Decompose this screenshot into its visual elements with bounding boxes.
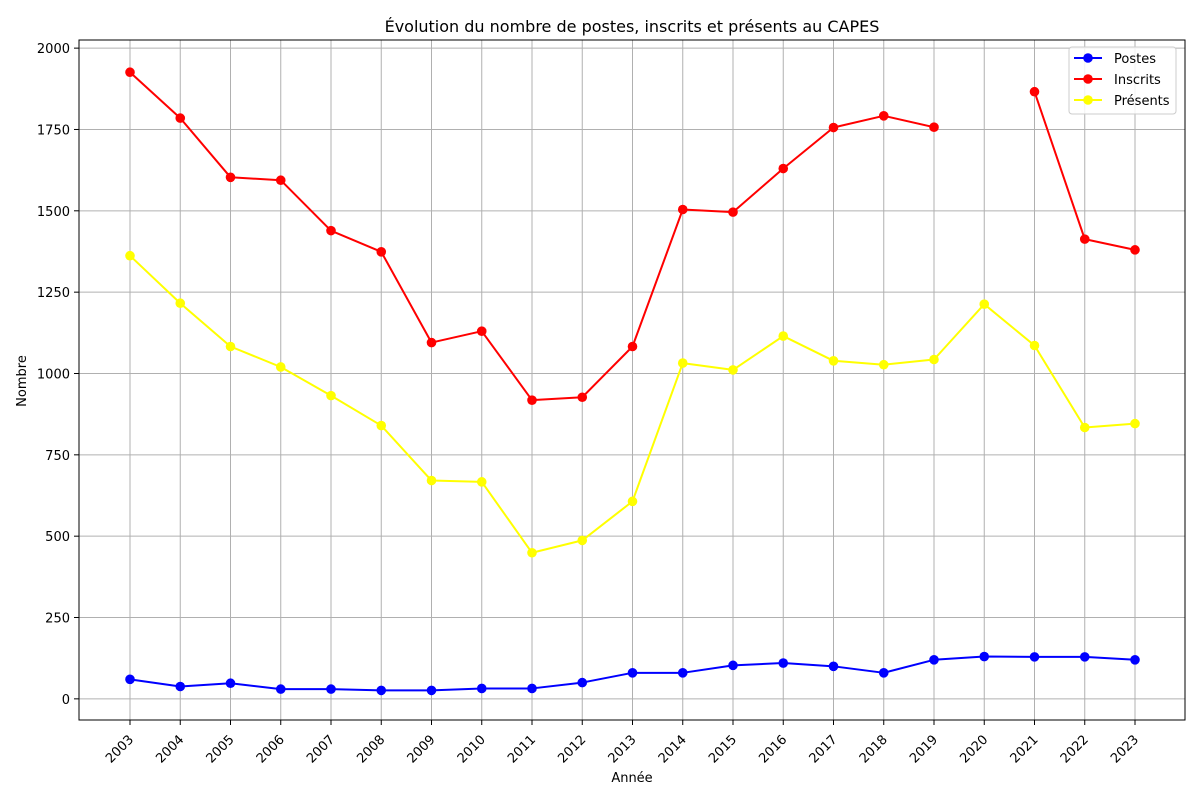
data-point-presents xyxy=(979,299,990,309)
data-point-inscrits xyxy=(778,163,789,174)
y-tick-label: 1000 xyxy=(37,367,70,382)
data-point-postes xyxy=(979,651,990,662)
data-point-inscrits xyxy=(175,113,186,123)
y-tick-label: 750 xyxy=(45,449,70,464)
data-point-inscrits xyxy=(225,172,236,183)
data-point-postes xyxy=(577,677,588,688)
data-point-postes xyxy=(929,655,939,665)
data-point-presents xyxy=(1029,340,1040,351)
data-point-presents xyxy=(929,354,939,365)
y-tick-label: 250 xyxy=(45,612,70,627)
data-point-inscrits xyxy=(326,225,336,236)
series-points xyxy=(125,67,1140,696)
y-tick-label: 1250 xyxy=(37,286,70,301)
data-point-postes xyxy=(225,678,236,689)
data-point-inscrits xyxy=(677,204,688,215)
data-point-presents xyxy=(878,359,889,370)
data-point-postes xyxy=(376,685,387,696)
data-point-presents xyxy=(476,477,487,487)
data-point-presents xyxy=(175,298,186,309)
data-point-postes xyxy=(1029,652,1040,662)
legend-label-inscrits: Inscrits xyxy=(1114,73,1161,88)
data-point-inscrits xyxy=(426,337,437,348)
data-point-postes xyxy=(527,683,537,694)
data-point-inscrits xyxy=(929,122,939,132)
data-point-presents xyxy=(677,358,688,368)
y-tick-label: 2000 xyxy=(37,42,70,57)
data-point-presents xyxy=(577,535,588,546)
data-point-inscrits xyxy=(1130,245,1140,255)
data-point-postes xyxy=(476,683,487,694)
x-axis-label: Année xyxy=(611,771,652,786)
y-tick-label: 500 xyxy=(45,530,70,545)
data-point-presents xyxy=(728,365,738,375)
data-point-inscrits xyxy=(577,392,588,403)
data-point-presents xyxy=(778,331,789,341)
data-point-inscrits xyxy=(125,67,135,78)
data-point-postes xyxy=(878,668,889,678)
data-point-postes xyxy=(426,685,437,696)
chart-title: Évolution du nombre de postes, inscrits … xyxy=(385,17,880,36)
legend-swatch-marker-presents xyxy=(1083,95,1093,105)
legend: Postes Inscrits Présents xyxy=(1068,46,1177,115)
data-point-inscrits xyxy=(728,207,738,217)
data-point-postes xyxy=(125,674,135,685)
data-point-inscrits xyxy=(275,175,286,186)
data-point-inscrits xyxy=(527,395,537,405)
data-point-inscrits xyxy=(828,122,839,133)
legend-swatch-marker-postes xyxy=(1083,53,1093,63)
data-point-presents xyxy=(225,341,236,352)
data-point-inscrits xyxy=(1079,234,1090,244)
legend-swatch-marker-inscrits xyxy=(1083,74,1093,84)
data-point-presents xyxy=(125,250,135,261)
data-point-inscrits xyxy=(376,247,387,257)
data-point-postes xyxy=(828,661,839,672)
data-point-presents xyxy=(326,390,336,401)
legend-label-postes: Postes xyxy=(1114,52,1156,67)
data-point-presents xyxy=(527,547,537,558)
data-point-inscrits xyxy=(627,341,638,352)
data-point-postes xyxy=(728,660,738,671)
data-point-presents xyxy=(275,362,286,372)
data-point-postes xyxy=(1079,652,1090,662)
data-point-presents xyxy=(627,496,638,507)
data-point-presents xyxy=(1130,418,1140,429)
data-point-inscrits xyxy=(476,326,487,336)
legend-box xyxy=(1068,46,1177,115)
data-point-postes xyxy=(778,658,789,668)
data-point-inscrits xyxy=(1029,86,1040,97)
y-axis-label: Nombre xyxy=(15,355,30,407)
data-point-postes xyxy=(175,681,186,692)
legend-label-presents: Présents xyxy=(1114,94,1170,109)
data-point-postes xyxy=(677,668,688,678)
data-point-presents xyxy=(1079,422,1090,433)
y-tick-label: 0 xyxy=(62,693,70,708)
data-point-postes xyxy=(1130,655,1140,665)
data-point-presents xyxy=(376,420,387,431)
data-point-inscrits xyxy=(878,111,889,121)
y-tick-label: 1500 xyxy=(37,205,70,220)
data-point-postes xyxy=(326,684,336,694)
data-point-presents xyxy=(828,356,839,366)
y-tick-label: 1750 xyxy=(37,123,70,138)
y-axis: 0 250 500 750 1000 1250 1500 1750 2000 xyxy=(37,42,79,708)
data-point-presents xyxy=(426,475,437,486)
grid xyxy=(79,40,1185,720)
data-point-postes xyxy=(275,684,286,694)
data-point-postes xyxy=(627,668,638,678)
